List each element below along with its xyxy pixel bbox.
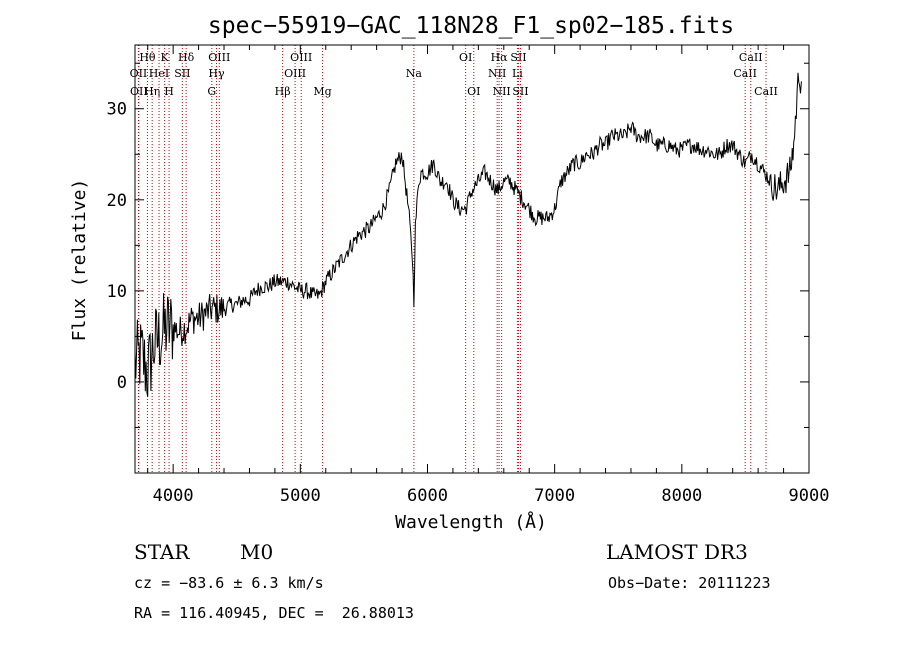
line-marker-label: OIII xyxy=(208,51,230,64)
line-marker-label: NII xyxy=(488,67,506,80)
line-marker-label: CaII xyxy=(754,85,778,98)
axis-ticks: 4000 5000 6000 7000 8000 9000 0 10 20 30 xyxy=(107,45,830,506)
obs-date: Obs−Date: 20111223 xyxy=(608,574,771,592)
line-marker-label: G xyxy=(207,85,216,98)
line-marker-label: OI xyxy=(467,85,480,98)
line-marker-label: OI xyxy=(459,51,472,64)
line-marker-label: OIII xyxy=(290,51,312,64)
line-marker-label: Hη xyxy=(144,85,160,98)
x-tick-label: 9000 xyxy=(789,486,830,506)
chart-title: spec−55919−GAC_118N28_F1_sp02−185.fits xyxy=(208,13,734,39)
line-marker-label: CaII xyxy=(733,67,757,80)
line-marker-label: OII xyxy=(130,85,148,98)
line-marker-label: Hα xyxy=(491,51,509,64)
line-marker-label: Na xyxy=(406,67,423,80)
line-marker-label: Hγ xyxy=(208,67,225,80)
line-marker-label: K xyxy=(161,51,170,64)
line-marker-label: CaII xyxy=(739,51,763,64)
y-tick-label: 30 xyxy=(107,100,127,120)
line-marker-label: Hβ xyxy=(275,85,291,98)
x-tick-label: 5000 xyxy=(280,486,321,506)
object-subclass: M0 xyxy=(240,540,274,564)
line-marker-label: HeI xyxy=(149,67,169,80)
survey-name: LAMOST DR3 xyxy=(606,540,748,564)
spectrum-line xyxy=(134,72,802,397)
x-tick-label: 6000 xyxy=(407,486,448,506)
line-marker-label: OII xyxy=(130,67,148,80)
line-markers: OIIOIIHθHηHeIKHSIIHδGHγOIIIHβOIIIOIIIMgN… xyxy=(130,45,778,473)
redshift-readout: cz = −83.6 ± 6.3 km/s xyxy=(134,574,324,592)
line-marker-label: SII xyxy=(174,67,190,80)
line-marker-label: OIII xyxy=(284,67,306,80)
y-tick-label: 10 xyxy=(107,282,127,302)
x-axis-label: Wavelength (Å) xyxy=(395,511,547,533)
y-axis-label: Flux (relative) xyxy=(69,179,90,342)
x-tick-label: 8000 xyxy=(661,486,702,506)
plot-frame xyxy=(134,44,810,474)
spectrum-layer xyxy=(134,72,802,397)
line-marker-label: SII xyxy=(510,51,526,64)
object-class: STAR xyxy=(134,540,190,564)
line-marker-label: SII xyxy=(512,85,528,98)
coordinates: RA = 116.40945, DEC = 26.88013 xyxy=(134,604,414,622)
line-marker-label: Li xyxy=(512,67,523,80)
y-tick-label: 20 xyxy=(107,191,127,211)
line-marker-label: Mg xyxy=(313,85,331,98)
x-tick-label: 7000 xyxy=(534,486,575,506)
line-marker-label: NII xyxy=(492,85,510,98)
x-tick-label: 4000 xyxy=(153,486,194,506)
line-marker-label: Hδ xyxy=(178,51,195,64)
line-marker-label: Hθ xyxy=(139,51,156,64)
line-marker-label: H xyxy=(164,85,174,98)
y-tick-label: 0 xyxy=(117,373,127,393)
